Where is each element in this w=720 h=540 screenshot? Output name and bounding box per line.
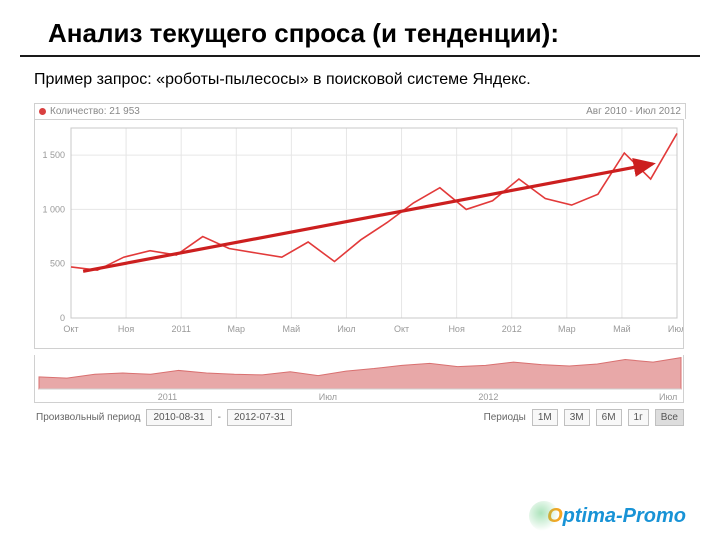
chart-container: Количество: 21 953 Авг 2010 - Июл 2012 0… [34, 103, 686, 432]
date-sep: - [218, 412, 221, 423]
custom-period-label: Произвольный период [36, 412, 140, 423]
slide-subtitle: Пример запрос: «роботы-пылесосы» в поиск… [0, 67, 720, 103]
svg-text:2012: 2012 [502, 324, 522, 334]
period-button-Все[interactable]: Все [655, 409, 684, 426]
main-line-chart: 0 500 1 000 1 500 Окт Ноя 2011 Мар Май Июл Окт Ноя 2… [34, 119, 684, 349]
logo-text: ptima-Promo [563, 505, 686, 527]
period-button-3М[interactable]: 3М [564, 409, 590, 426]
logo-accent: O [547, 505, 563, 527]
svg-text:Май: Май [613, 324, 631, 334]
chart-header: Количество: 21 953 Авг 2010 - Июл 2012 [34, 103, 686, 119]
legend-label: Количество: 21 953 [50, 106, 140, 117]
legend-dot-icon [39, 108, 46, 115]
periods-label: Периоды [484, 412, 526, 423]
svg-text:1 500: 1 500 [42, 150, 65, 160]
overview-mini-chart[interactable]: 2011 Июл 2012 Июл [34, 355, 684, 403]
svg-text:1 000: 1 000 [42, 204, 65, 214]
period-button-6М[interactable]: 6М [596, 409, 622, 426]
svg-text:Окт: Окт [394, 324, 409, 334]
svg-text:Окт: Окт [63, 324, 78, 334]
svg-text:0: 0 [60, 313, 65, 323]
svg-text:Ноя: Ноя [118, 324, 135, 334]
chart-legend: Количество: 21 953 [39, 106, 140, 117]
svg-text:Мар: Мар [227, 324, 245, 334]
svg-text:2012: 2012 [478, 392, 498, 402]
svg-text:Июл: Июл [668, 324, 684, 334]
period-button-1г[interactable]: 1г [628, 409, 649, 426]
chart-daterange: Авг 2010 - Июл 2012 [586, 106, 681, 117]
svg-text:Июл: Июл [319, 392, 337, 402]
svg-text:Июл: Июл [337, 324, 355, 334]
svg-text:2011: 2011 [172, 324, 191, 334]
svg-text:500: 500 [50, 259, 65, 269]
svg-text:2011: 2011 [158, 392, 177, 402]
date-from-input[interactable]: 2010-08-31 [146, 409, 211, 426]
svg-text:Май: Май [283, 324, 301, 334]
chart-controls: Произвольный период 2010-08-31 - 2012-07… [34, 403, 686, 432]
slide-title: Анализ текущего спроса (и тенденции): [20, 0, 700, 57]
brand-logo: Optima-Promo [547, 505, 686, 528]
period-button-1М[interactable]: 1М [532, 409, 558, 426]
svg-text:Июл: Июл [659, 392, 677, 402]
svg-text:Мар: Мар [558, 324, 576, 334]
svg-text:Ноя: Ноя [448, 324, 465, 334]
date-to-input[interactable]: 2012-07-31 [227, 409, 292, 426]
